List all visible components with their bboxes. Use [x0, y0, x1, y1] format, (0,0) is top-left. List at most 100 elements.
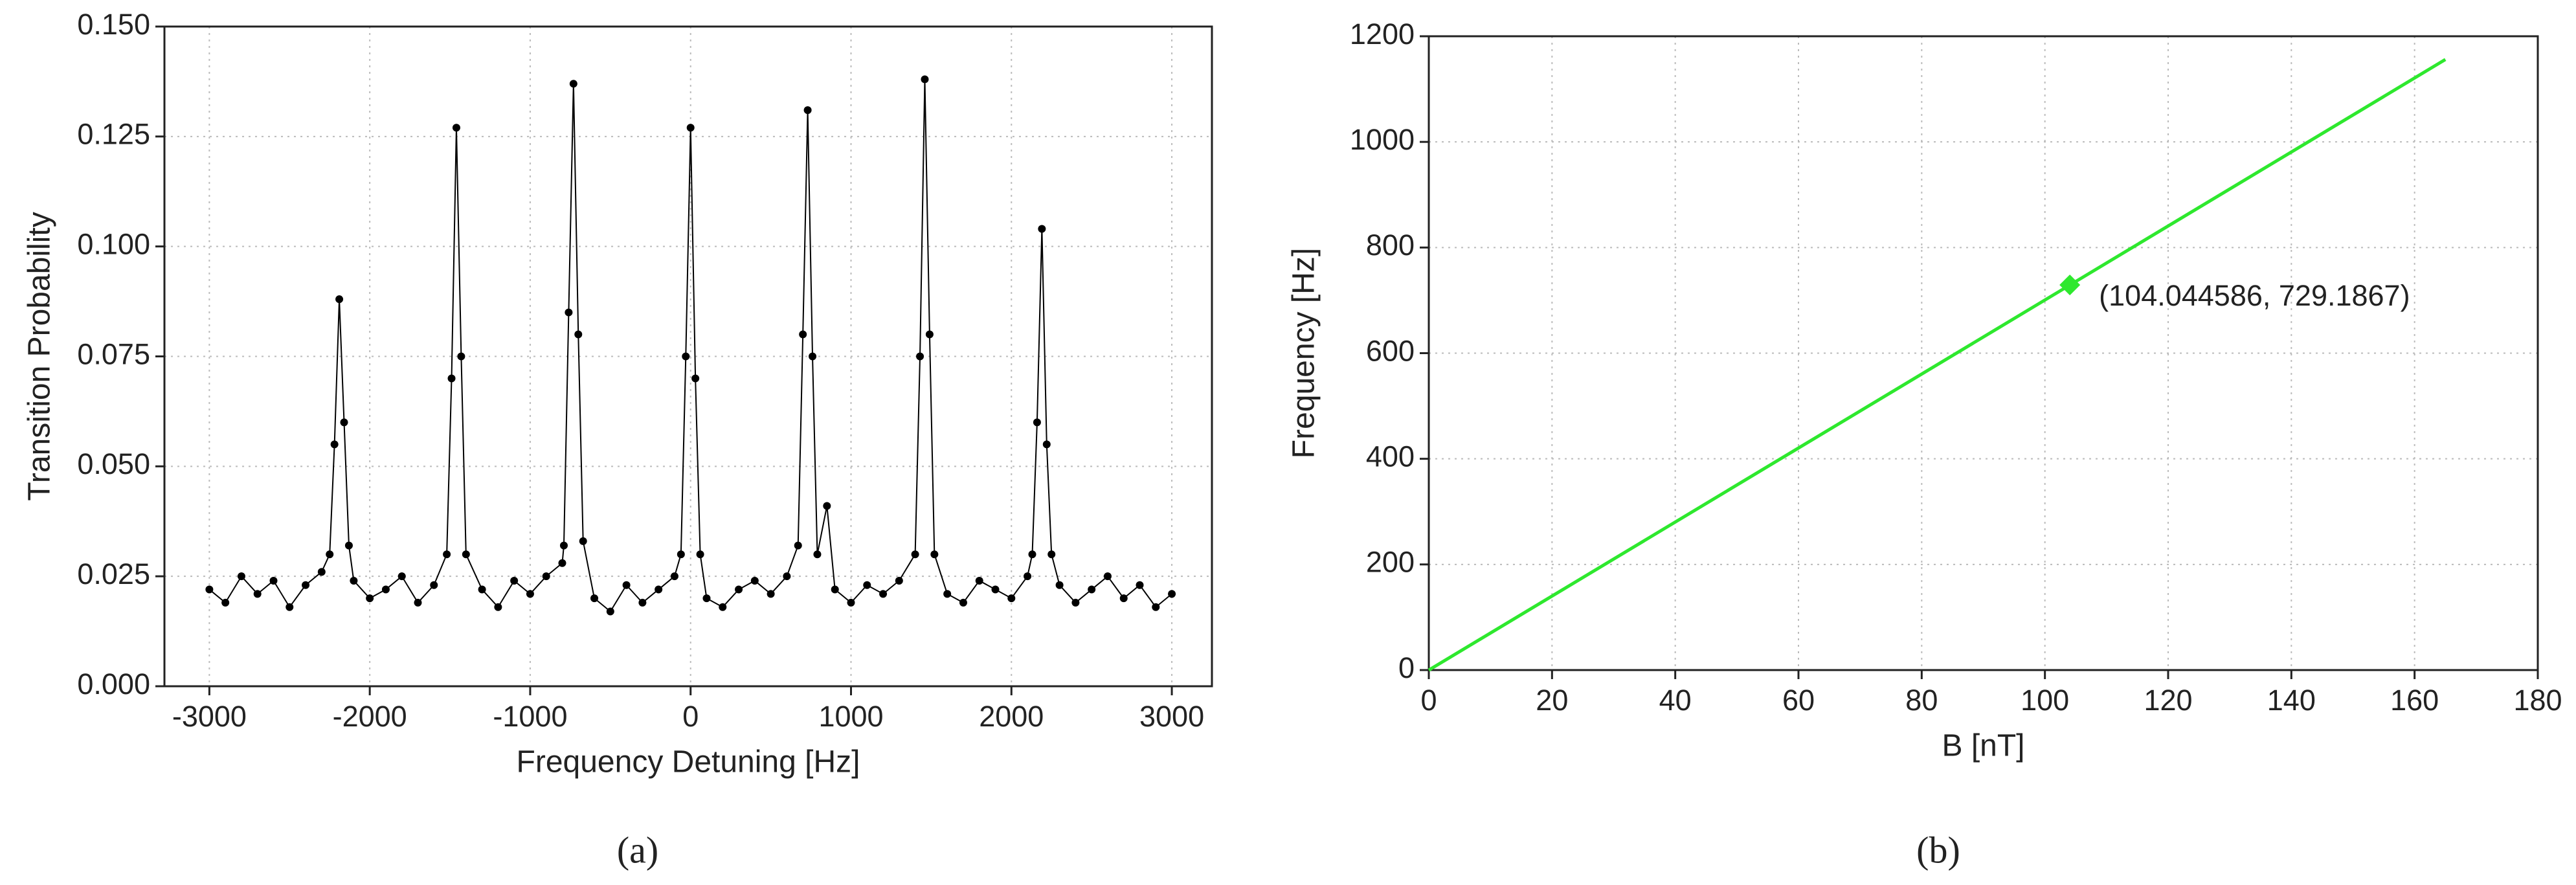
data-point: [462, 550, 470, 559]
data-point: [863, 581, 871, 589]
data-point: [767, 590, 775, 598]
data-point: [335, 295, 344, 304]
data-point: [696, 550, 704, 559]
data-point: [452, 124, 460, 132]
x-tick-label: 140: [2267, 684, 2316, 717]
data-point: [809, 352, 817, 361]
x-tick-label: 160: [2390, 684, 2439, 717]
y-tick-label: 0.150: [77, 8, 150, 41]
data-point: [686, 124, 695, 132]
data-point: [1119, 594, 1128, 603]
data-point: [430, 581, 438, 589]
data-point: [921, 75, 929, 84]
data-point: [366, 594, 374, 603]
data-point: [682, 352, 690, 361]
data-point: [510, 576, 519, 585]
y-tick-label: 200: [1366, 546, 1415, 579]
data-point: [1103, 572, 1112, 581]
x-tick-label: 60: [1782, 684, 1815, 717]
x-axis-title: Frequency Detuning [Hz]: [517, 745, 860, 779]
data-point: [1033, 418, 1041, 427]
data-point: [565, 308, 573, 317]
data-point: [350, 576, 358, 585]
y-tick-label: 0.050: [77, 447, 150, 480]
annotation-marker: [2059, 274, 2081, 296]
x-tick-label: 3000: [1139, 700, 1204, 733]
data-point: [823, 502, 831, 510]
data-point: [638, 598, 647, 607]
data-point: [831, 585, 839, 594]
data-point: [559, 541, 568, 550]
data-point: [1028, 550, 1036, 559]
caption: (b): [1916, 829, 1960, 871]
data-point: [326, 550, 334, 559]
data-point: [719, 603, 727, 611]
data-point: [1007, 594, 1016, 603]
x-tick-label: 0: [682, 700, 699, 733]
data-point: [677, 550, 685, 559]
x-tick-label: 80: [1905, 684, 1938, 717]
data-point: [340, 418, 348, 427]
data-point: [959, 598, 967, 607]
data-point: [799, 330, 807, 339]
data-point: [691, 374, 700, 383]
x-tick-label: 100: [2021, 684, 2069, 717]
data-point: [783, 572, 791, 581]
data-point: [447, 374, 456, 383]
data-point: [253, 590, 262, 598]
data-point: [750, 576, 759, 585]
data-point: [344, 541, 353, 550]
data-point: [975, 576, 983, 585]
data-line: [1428, 58, 2447, 672]
data-point: [574, 330, 583, 339]
x-tick-label: 0: [1420, 684, 1437, 717]
data-point: [879, 590, 888, 598]
x-tick-label: -3000: [172, 700, 247, 733]
plot-frame: [1428, 35, 2539, 671]
data-point: [526, 590, 534, 598]
data-point: [1038, 225, 1046, 233]
data-point: [794, 541, 802, 550]
y-tick-label: 400: [1366, 440, 1415, 473]
data-point: [269, 576, 278, 585]
caption: (a): [617, 829, 658, 871]
data-point: [317, 568, 326, 576]
data-point: [847, 598, 855, 607]
x-tick-label: 1000: [818, 700, 883, 733]
data-point: [916, 352, 924, 361]
data-point: [221, 598, 230, 607]
data-point: [702, 594, 711, 603]
y-axis-title: Frequency [Hz]: [1287, 248, 1321, 458]
x-tick-label: -2000: [333, 700, 407, 733]
data-point: [606, 607, 614, 616]
y-tick-label: 600: [1366, 334, 1415, 367]
y-tick-label: 0.000: [77, 667, 150, 700]
data-point: [930, 550, 939, 559]
y-tick-label: 1000: [1350, 123, 1415, 156]
data-point: [911, 550, 919, 559]
data-point: [991, 585, 1000, 594]
data-point: [925, 330, 934, 339]
data-point: [1071, 598, 1080, 607]
data-point: [494, 603, 502, 611]
data-point: [330, 440, 339, 449]
data-point: [1047, 550, 1056, 559]
data-point: [542, 572, 550, 581]
data-point: [237, 572, 245, 581]
data-point: [1152, 603, 1160, 611]
x-tick-label: 2000: [979, 700, 1044, 733]
y-tick-label: 0: [1398, 651, 1415, 684]
data-point: [803, 106, 812, 115]
data-point: [286, 603, 294, 611]
data-point: [478, 585, 486, 594]
data-point: [943, 590, 952, 598]
data-point: [1088, 585, 1096, 594]
annotation-label: (104.044586, 729.1867): [2099, 279, 2410, 312]
data-point: [1042, 440, 1051, 449]
data-point: [895, 576, 903, 585]
data-point: [655, 585, 663, 594]
y-tick-label: 0.075: [77, 337, 150, 370]
x-axis-title: B [nT]: [1942, 729, 2024, 763]
data-point: [579, 537, 587, 545]
data-point: [205, 585, 214, 594]
